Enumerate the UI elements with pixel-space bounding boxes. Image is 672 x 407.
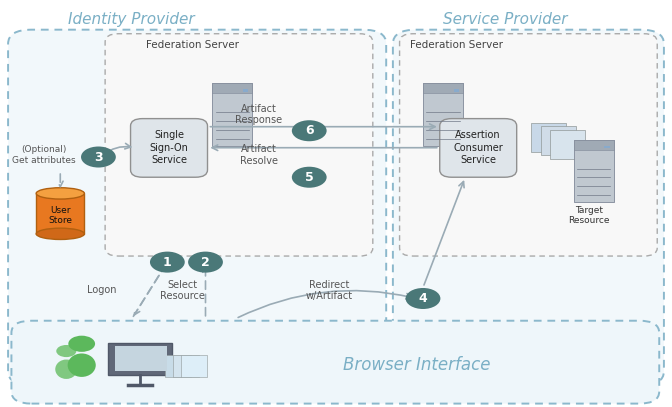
FancyBboxPatch shape [105,34,373,256]
Ellipse shape [68,353,95,377]
FancyBboxPatch shape [165,355,191,377]
Circle shape [81,147,116,168]
FancyBboxPatch shape [400,34,657,256]
Text: Single
Sign-On
Service: Single Sign-On Service [150,130,188,165]
FancyBboxPatch shape [36,193,85,234]
Text: Federation Server: Federation Server [410,39,503,50]
Ellipse shape [36,188,85,199]
FancyBboxPatch shape [212,83,253,93]
FancyBboxPatch shape [541,126,576,155]
Text: Artifact
Response: Artifact Response [235,104,283,125]
Ellipse shape [55,359,77,379]
Circle shape [406,288,440,309]
Ellipse shape [36,228,85,239]
Text: 3: 3 [94,151,103,164]
Text: 1: 1 [163,256,172,269]
Text: Browser Interface: Browser Interface [343,356,490,374]
FancyBboxPatch shape [423,83,463,93]
Text: 6: 6 [305,124,314,137]
FancyBboxPatch shape [604,146,610,148]
Text: Select
Resource: Select Resource [160,280,204,301]
FancyBboxPatch shape [130,118,208,177]
FancyBboxPatch shape [212,83,253,146]
FancyBboxPatch shape [532,123,566,152]
Text: (Optional)
Get attributes: (Optional) Get attributes [12,145,76,165]
Text: Service Provider: Service Provider [443,12,568,27]
FancyBboxPatch shape [173,355,199,377]
Text: Target
Resource: Target Resource [569,206,610,225]
Text: 2: 2 [201,256,210,269]
Circle shape [292,167,327,188]
FancyBboxPatch shape [393,30,664,385]
Circle shape [150,252,185,273]
FancyBboxPatch shape [181,355,207,377]
Text: 4: 4 [419,292,427,305]
FancyBboxPatch shape [574,140,614,203]
FancyBboxPatch shape [11,321,659,404]
Circle shape [188,252,223,273]
Text: User
Store: User Store [48,206,73,225]
Text: Federation Server: Federation Server [146,39,239,50]
Text: Artifact
Resolve: Artifact Resolve [240,144,278,166]
Circle shape [292,120,327,141]
Circle shape [69,336,95,352]
FancyBboxPatch shape [439,118,517,177]
FancyBboxPatch shape [243,89,249,92]
FancyBboxPatch shape [115,346,167,371]
FancyBboxPatch shape [454,89,459,92]
FancyBboxPatch shape [550,130,585,159]
FancyBboxPatch shape [423,83,463,146]
Circle shape [56,345,77,357]
Text: Identity Provider: Identity Provider [69,12,195,27]
Text: Redirect
w/Artifact: Redirect w/Artifact [306,280,353,301]
Text: Logon: Logon [87,285,116,295]
FancyBboxPatch shape [574,140,614,150]
Text: Assertion
Consumer
Service: Assertion Consumer Service [454,130,503,165]
FancyBboxPatch shape [8,30,386,385]
FancyBboxPatch shape [108,343,172,375]
Text: 5: 5 [305,171,314,184]
